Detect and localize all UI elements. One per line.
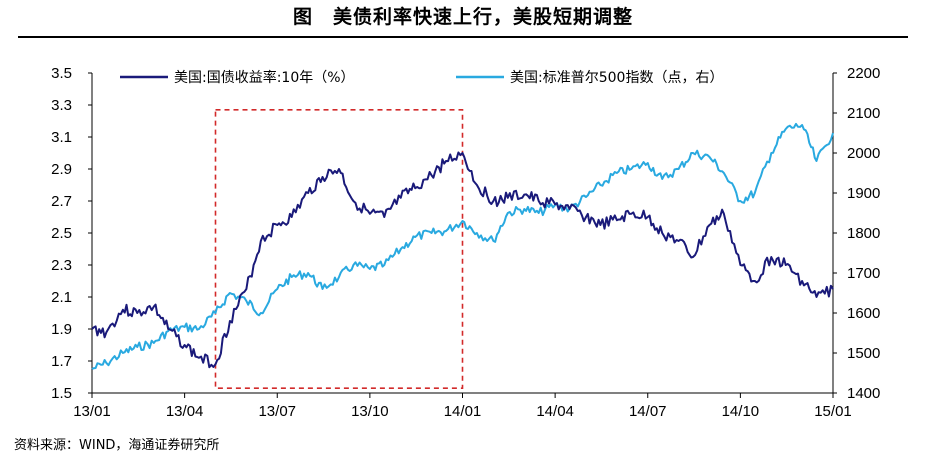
left-tick-label: 2.7	[51, 193, 72, 210]
right-tick-label: 2100	[847, 105, 880, 122]
left-tick-label: 3.5	[51, 65, 72, 82]
x-tick-label: 14/01	[444, 403, 482, 420]
x-tick-label: 13/10	[351, 403, 389, 420]
right-tick-label: 1800	[847, 225, 880, 242]
x-tick-label: 14/10	[722, 403, 760, 420]
x-tick-label: 14/04	[536, 403, 574, 420]
title-rule	[18, 36, 908, 38]
left-tick-label: 1.9	[51, 321, 72, 338]
legend-label-sp500: 美国:标准普尔500指数（点，右）	[510, 70, 723, 86]
right-tick-label: 1400	[847, 385, 880, 402]
right-tick-label: 2000	[847, 145, 880, 162]
left-tick-label: 2.1	[51, 289, 72, 306]
chart-svg: 1.5 1.7 1.9 2.1 2.3 2.5 2.7 2.9 3.1 3.3 3.5 1400 150…	[51, 65, 880, 420]
legend: 美国:国债收益率:10年（%） 美国:标准普尔500指数（点，右）	[120, 69, 723, 86]
series-line-sp500	[91, 122, 834, 370]
highlight-box	[214, 109, 464, 389]
right-tick-label: 1700	[847, 265, 880, 282]
right-tick-label: 2200	[847, 65, 880, 82]
x-tick-label: 15/01	[814, 403, 852, 420]
source-note: 资料来源：WIND，海通证券研究所	[14, 438, 220, 453]
left-tick-label: 2.9	[51, 161, 72, 178]
left-tick-label: 2.5	[51, 225, 72, 242]
left-tick-label: 3.3	[51, 97, 72, 114]
right-tick-label: 1500	[847, 345, 880, 362]
x-tick-label: 13/01	[73, 403, 111, 420]
figure-title: 图 美债利率快速上行，美股短期调整	[292, 6, 633, 28]
right-tick-label: 1600	[847, 305, 880, 322]
left-tick-label: 1.7	[51, 353, 72, 370]
x-tick-label: 13/07	[258, 403, 296, 420]
series-line-yield	[91, 151, 834, 369]
axes: 1.5 1.7 1.9 2.1 2.3 2.5 2.7 2.9 3.1 3.3 3.5 1400 150…	[51, 65, 880, 420]
left-tick-label: 1.5	[51, 385, 72, 402]
left-tick-label: 2.3	[51, 257, 72, 274]
legend-label-yield: 美国:国债收益率:10年（%）	[174, 69, 355, 86]
x-tick-label: 14/07	[629, 403, 667, 420]
right-tick-label: 1900	[847, 185, 880, 202]
series-layer	[91, 109, 834, 389]
x-tick-label: 13/04	[166, 403, 204, 420]
left-tick-label: 3.1	[51, 129, 72, 146]
